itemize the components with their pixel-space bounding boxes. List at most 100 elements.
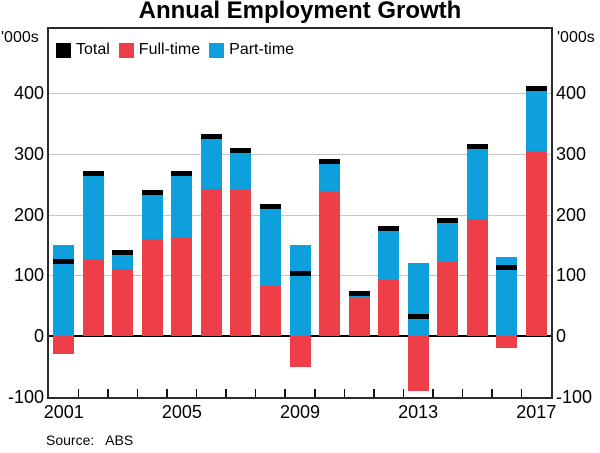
bar-full-time-2012 <box>378 280 400 337</box>
bar-full-time-2007 <box>230 190 252 337</box>
total-marker-2004 <box>141 190 163 196</box>
bar-full-time-2016 <box>496 336 518 349</box>
bar-part-time-2013 <box>407 263 429 337</box>
bar-part-time-2010 <box>319 162 341 192</box>
legend-label-total: Total <box>76 41 110 58</box>
bar-part-time-2002 <box>82 174 104 261</box>
legend-item-full-time: Full-time <box>118 41 201 59</box>
chart-title: Annual Employment Growth <box>138 0 462 24</box>
total-marker-2003 <box>112 250 134 256</box>
total-marker-2014 <box>437 218 459 224</box>
bar-part-time-2014 <box>437 222 459 262</box>
bar-full-time-2010 <box>319 191 341 337</box>
x-tick-14 <box>461 389 464 397</box>
x-tick-label-2005: 2005 <box>161 402 202 422</box>
bar-part-time-2003 <box>112 254 134 270</box>
x-tick-10 <box>343 389 346 397</box>
x-tick-label-2009: 2009 <box>279 402 321 422</box>
bar-full-time-2009 <box>289 336 311 367</box>
total-marker-2011 <box>348 290 370 296</box>
legend-label-full-time: Full-time <box>138 41 201 58</box>
bar-part-time-2004 <box>141 194 163 239</box>
bar-full-time-2017 <box>525 150 547 337</box>
bar-part-time-2006 <box>200 138 222 189</box>
bar-part-time-2007 <box>230 152 252 191</box>
x-tick-2 <box>107 389 109 397</box>
x-tick-label-2017: 2017 <box>516 402 557 422</box>
plot-area: Total Full-time Part-time <box>47 27 553 399</box>
legend-item-total: Total <box>56 41 110 59</box>
total-marker-2007 <box>230 148 252 154</box>
bar-full-time-2011 <box>348 297 370 337</box>
x-tick-8 <box>284 389 286 397</box>
y-tick-label-right-0: 0 <box>556 326 567 347</box>
y-tick-label-right-100: 100 <box>556 265 587 286</box>
total-marker-2015 <box>466 143 488 149</box>
x-tick-12 <box>402 389 405 397</box>
total-marker-2001 <box>53 259 75 265</box>
legend-label-part-time: Part-time <box>229 41 295 58</box>
bar-part-time-2009 <box>289 244 311 337</box>
y-tick-label-right-400: 400 <box>556 82 587 103</box>
bar-full-time-2013 <box>407 336 429 391</box>
total-marker-2016 <box>496 265 518 271</box>
gridline-400 <box>49 92 551 94</box>
y-tick-label-left-300: 300 <box>13 143 44 164</box>
x-tick-13 <box>432 389 434 397</box>
total-marker-2006 <box>200 134 222 140</box>
legend-item-part-time: Part-time <box>209 41 294 59</box>
total-marker-2010 <box>319 158 341 164</box>
bar-part-time-2015 <box>466 147 488 219</box>
x-tick-7 <box>254 389 257 397</box>
x-tick-6 <box>225 389 227 397</box>
bar-full-time-2014 <box>437 261 459 337</box>
bar-full-time-2008 <box>259 286 281 337</box>
legend-swatch-part-time-icon <box>209 42 225 58</box>
x-tick-1 <box>77 389 80 397</box>
total-marker-2008 <box>259 204 281 210</box>
bar-full-time-2001 <box>53 336 75 355</box>
x-tick-label-2001: 2001 <box>43 402 84 422</box>
y-tick-label-right--100: -100 <box>556 387 593 407</box>
bar-full-time-2015 <box>466 218 488 337</box>
y-tick-label-right-200: 200 <box>556 204 587 225</box>
bar-part-time-2005 <box>171 174 193 238</box>
y-tick-label-left-400: 400 <box>13 82 44 103</box>
x-tick-label-2013: 2013 <box>398 402 439 422</box>
y-tick-label-left-0: 0 <box>33 326 44 347</box>
total-marker-2017 <box>525 85 547 91</box>
x-tick-3 <box>136 389 139 397</box>
y-tick-label-right-300: 300 <box>556 143 587 164</box>
legend-swatch-full-time-icon <box>118 42 134 58</box>
gridline-200 <box>49 214 551 216</box>
bar-part-time-2011 <box>348 294 370 298</box>
y-tick-label-left-200: 200 <box>13 204 44 225</box>
bar-full-time-2004 <box>141 238 163 337</box>
y-axis-unit-left: '000s <box>1 29 39 46</box>
source-note: Source: ABS <box>46 432 134 448</box>
total-marker-2005 <box>171 170 193 176</box>
bar-part-time-2016 <box>496 257 518 337</box>
total-marker-2012 <box>378 225 400 231</box>
y-tick-label-left--100: -100 <box>7 387 44 407</box>
y-tick-label-left-100: 100 <box>13 265 44 286</box>
x-tick-9 <box>314 389 316 397</box>
gridline-300 <box>49 153 551 155</box>
x-tick-16 <box>520 389 523 397</box>
total-marker-2009 <box>289 271 311 277</box>
bar-full-time-2006 <box>200 188 222 337</box>
bar-part-time-2001 <box>53 244 75 337</box>
bar-part-time-2012 <box>378 229 400 281</box>
x-tick-5 <box>195 389 198 397</box>
bar-full-time-2002 <box>82 260 104 337</box>
y-axis-unit-right: '000s <box>557 29 595 46</box>
bar-part-time-2017 <box>525 89 547 151</box>
total-marker-2002 <box>82 170 104 176</box>
bar-full-time-2003 <box>112 269 134 337</box>
x-tick-4 <box>166 389 168 397</box>
x-tick-11 <box>373 389 375 397</box>
legend: Total Full-time Part-time <box>56 41 303 59</box>
x-tick-15 <box>491 389 493 397</box>
legend-swatch-total-icon <box>56 42 71 58</box>
